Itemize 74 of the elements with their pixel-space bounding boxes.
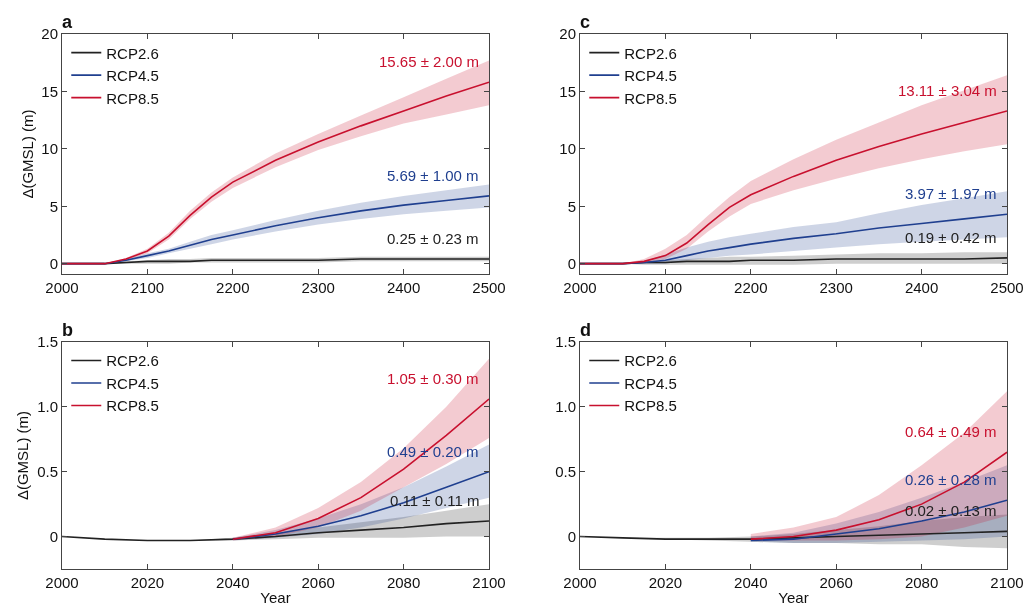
legend-label: RCP4.5 xyxy=(624,374,677,392)
y-tick-label: 1.5 xyxy=(37,333,58,351)
annotation: 5.69 ± 1.00 m xyxy=(387,167,479,184)
y-tick-label: 0 xyxy=(567,254,576,272)
x-tick-label: 2100 xyxy=(990,574,1024,591)
x-tick-label: 2100 xyxy=(648,279,683,296)
annotation: 1.05 ± 0.30 m xyxy=(387,370,479,387)
x-tick-label: 2000 xyxy=(45,279,79,296)
annotation: 0.19 ± 0.42 m xyxy=(905,229,997,246)
y-tick-label: 20 xyxy=(41,25,58,43)
legend-label: RCP8.5 xyxy=(624,397,677,415)
chart-title: a xyxy=(62,12,73,32)
y-tick-label: 0 xyxy=(567,527,576,545)
annotation: 13.11 ± 3.04 m xyxy=(898,82,997,99)
x-tick-label: 2500 xyxy=(472,279,506,296)
y-tick-label: 0.5 xyxy=(37,462,58,480)
y-tick-label: 10 xyxy=(41,140,58,158)
x-tick-label: 2400 xyxy=(386,279,421,296)
y-tick-label: 15 xyxy=(41,82,58,100)
x-tick-label: 2200 xyxy=(216,279,250,296)
x-tick-label: 2020 xyxy=(130,574,165,591)
x-tick-label: 2080 xyxy=(904,574,939,591)
x-tick-label: 2060 xyxy=(301,574,335,591)
y-tick-label: 1.5 xyxy=(555,333,576,351)
chart-title: d xyxy=(580,320,591,340)
x-tick-label: 2040 xyxy=(216,574,250,591)
legend-label: RCP4.5 xyxy=(106,67,159,84)
y-tick-label: 0 xyxy=(49,527,58,545)
y-axis-title: Δ(GMSL) (m) xyxy=(18,109,36,199)
chart-title: b xyxy=(62,320,73,340)
annotation: 3.97 ± 1.97 m xyxy=(905,185,997,202)
legend-label: RCP8.5 xyxy=(106,397,159,415)
y-tick-label: 1.0 xyxy=(555,398,576,416)
legend-label: RCP2.6 xyxy=(624,352,677,370)
y-tick-label: 15 xyxy=(559,82,576,100)
x-tick-label: 2080 xyxy=(386,574,421,591)
annotation: 0.64 ± 0.49 m xyxy=(905,423,997,440)
legend-label: RCP2.6 xyxy=(106,44,159,62)
y-tick-label: 5 xyxy=(567,197,576,215)
legend-label: RCP4.5 xyxy=(106,374,159,392)
x-tick-label: 2020 xyxy=(648,574,683,591)
x-tick-label: 2060 xyxy=(819,574,853,591)
legend-label: RCP2.6 xyxy=(106,352,159,370)
line-series xyxy=(750,451,1007,540)
x-tick-label: 2200 xyxy=(734,279,768,296)
x-tick-label: 2040 xyxy=(734,574,768,591)
legend-label: RCP2.6 xyxy=(624,44,677,62)
y-tick-label: 0 xyxy=(49,254,58,272)
x-tick-label: 2500 xyxy=(990,279,1024,296)
legend-label: RCP4.5 xyxy=(624,67,677,84)
x-tick-label: 2000 xyxy=(563,279,597,296)
x-tick-label: 2100 xyxy=(130,279,165,296)
x-tick-label: 2000 xyxy=(45,574,79,591)
x-tick-label: 2300 xyxy=(301,279,335,296)
x-axis-title: Year xyxy=(260,589,291,606)
legend-label: RCP8.5 xyxy=(106,89,159,107)
annotation: 15.65 ± 2.00 m xyxy=(379,53,479,70)
chart-title: c xyxy=(580,12,591,32)
line-series xyxy=(62,520,489,542)
x-tick-label: 2300 xyxy=(819,279,853,296)
annotation: 0.25 ± 0.23 m xyxy=(387,230,479,247)
y-tick-label: 20 xyxy=(559,25,576,43)
line-series xyxy=(232,398,489,540)
line-series xyxy=(750,499,1007,542)
x-tick-label: 2400 xyxy=(904,279,939,296)
y-tick-label: 5 xyxy=(49,197,58,215)
y-tick-label: 1.0 xyxy=(37,398,58,416)
y-tick-label: 10 xyxy=(559,140,576,158)
x-tick-label: 2000 xyxy=(563,574,597,591)
legend-label: RCP8.5 xyxy=(624,89,677,107)
y-tick-label: 0.5 xyxy=(555,462,576,480)
x-axis-title: Year xyxy=(778,589,809,606)
x-tick-label: 2100 xyxy=(472,574,506,591)
y-axis-title: Δ(GMSL) (m) xyxy=(14,410,32,501)
